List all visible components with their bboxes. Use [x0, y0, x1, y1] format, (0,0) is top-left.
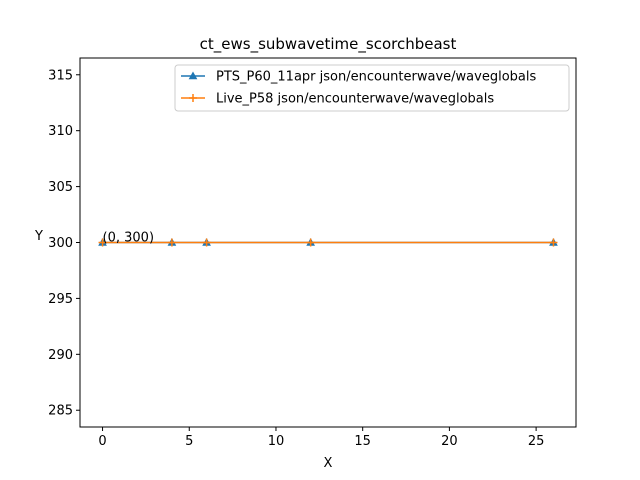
series-1-point-3 [306, 238, 315, 247]
x-tick-label-1: 5 [185, 434, 193, 449]
annotation-0: (0, 300) [103, 231, 155, 246]
legend-box [174, 64, 570, 112]
legend-marker-0 [188, 71, 198, 80]
y-tick-label-2: 295 [48, 292, 73, 307]
y-tick-label-1: 290 [48, 348, 73, 363]
legend-label-1: Live_P58 json/encounterwave/waveglobals [216, 92, 494, 107]
series-1-point-2 [202, 238, 211, 247]
series-1-point-1 [167, 238, 176, 247]
legend-marker-1 [189, 94, 197, 102]
x-tick-label-2: 10 [268, 434, 285, 449]
y-axis-label: Y [34, 229, 43, 244]
x-tick-label-3: 15 [354, 434, 371, 449]
x-axis-label: X [324, 456, 333, 471]
y-tick-label-4: 305 [48, 180, 73, 195]
y-tick-label-6: 315 [48, 68, 73, 83]
y-tick-label-5: 310 [48, 124, 73, 139]
x-tick-label-0: 0 [98, 434, 106, 449]
y-tick-label-3: 300 [48, 236, 73, 251]
series-1-point-0 [98, 238, 107, 247]
x-tick-label-5: 25 [528, 434, 545, 449]
legend-label-0: PTS_P60_11apr json/encounterwave/waveglo… [216, 70, 536, 85]
x-tick-label-4: 20 [441, 434, 458, 449]
series-1-point-4 [549, 238, 558, 247]
chart-title: ct_ews_subwavetime_scorchbeast [200, 35, 457, 54]
y-tick-label-0: 285 [48, 404, 73, 419]
